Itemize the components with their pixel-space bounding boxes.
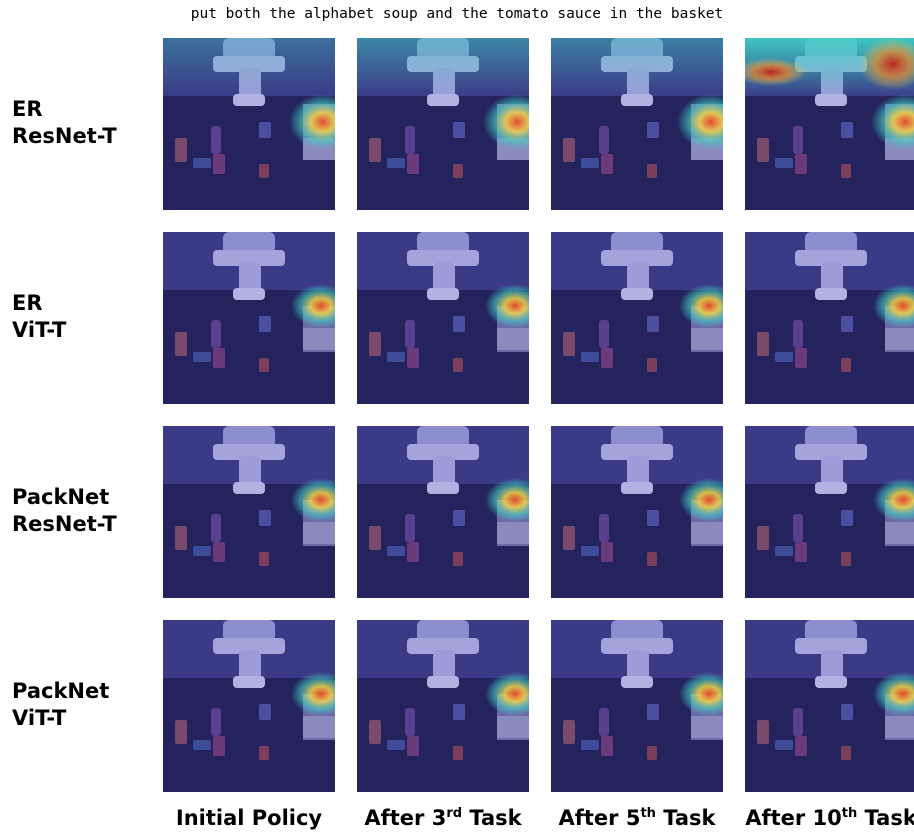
attention-heatmap-image	[551, 426, 723, 598]
col-label-text: After 10	[745, 806, 842, 830]
row-label-er-resnet: ER ResNet-T	[12, 96, 117, 150]
row-label-line2: ResNet-T	[12, 124, 117, 148]
attention-heatmap-image	[163, 38, 335, 210]
row-label-line2: ViT-T	[12, 318, 67, 342]
attention-map-packnet-resnet-initial	[163, 426, 335, 598]
attention-heatmap-image	[745, 426, 914, 598]
attention-map-er-resnet-after-3	[357, 38, 529, 210]
attention-heatmap-image	[551, 232, 723, 404]
row-label-packnet-vit: PackNet ViT-T	[12, 678, 109, 732]
attention-map-er-resnet-after-5	[551, 38, 723, 210]
col-label-initial: Initial Policy	[144, 806, 354, 830]
row-label-line1: PackNet	[12, 485, 110, 509]
attention-heatmap-image	[357, 38, 529, 210]
col-label-text: After 5	[558, 806, 641, 830]
row-label-line1: ER	[12, 97, 43, 121]
attention-map-er-vit-after-10	[745, 232, 914, 404]
col-label-sup: th	[841, 806, 858, 821]
attention-map-er-vit-after-5	[551, 232, 723, 404]
col-label-after-3: After 3rd Task	[338, 806, 548, 830]
figure-caption: put both the alphabet soup and the tomat…	[190, 6, 724, 22]
attention-map-packnet-vit-after-10	[745, 620, 914, 792]
row-label-er-vit: ER ViT-T	[12, 290, 66, 344]
attention-map-er-resnet-initial	[163, 38, 335, 210]
attention-map-packnet-resnet-after-5	[551, 426, 723, 598]
attention-map-er-vit-after-3	[357, 232, 529, 404]
row-label-line2: ViT-T	[12, 706, 67, 730]
attention-heatmap-image	[745, 620, 914, 792]
attention-heatmap-image	[357, 232, 529, 404]
row-label-packnet-resnet: PackNet ResNet-T	[12, 484, 117, 538]
attention-map-er-vit-initial	[163, 232, 335, 404]
attention-heatmap-image	[357, 620, 529, 792]
row-label-line1: PackNet	[12, 679, 110, 703]
attention-heatmap-image	[745, 232, 914, 404]
col-label-text: After 3	[364, 806, 447, 830]
attention-map-packnet-vit-after-5	[551, 620, 723, 792]
attention-map-packnet-resnet-after-3	[357, 426, 529, 598]
attention-map-packnet-vit-after-3	[357, 620, 529, 792]
col-label-text: Initial Policy	[175, 806, 323, 830]
attention-heatmap-image	[163, 620, 335, 792]
attention-heatmap-image	[551, 38, 723, 210]
attention-heatmap-image	[357, 426, 529, 598]
col-label-suffix: Task	[462, 806, 522, 830]
attention-heatmap-image	[163, 232, 335, 404]
col-label-after-10: After 10th Task	[726, 806, 914, 830]
row-label-line2: ResNet-T	[12, 512, 117, 536]
attention-map-packnet-resnet-after-10	[745, 426, 914, 598]
row-label-line1: ER	[12, 291, 43, 315]
col-label-after-5: After 5th Task	[532, 806, 742, 830]
col-label-suffix: Task	[857, 806, 914, 830]
col-label-suffix: Task	[655, 806, 716, 830]
col-label-sup: rd	[446, 806, 463, 821]
col-label-sup: th	[640, 806, 656, 821]
attention-map-er-resnet-after-10	[745, 38, 914, 210]
attention-map-packnet-vit-initial	[163, 620, 335, 792]
attention-heatmap-image	[551, 620, 723, 792]
attention-heatmap-image	[163, 426, 335, 598]
attention-heatmap-image	[745, 38, 914, 210]
